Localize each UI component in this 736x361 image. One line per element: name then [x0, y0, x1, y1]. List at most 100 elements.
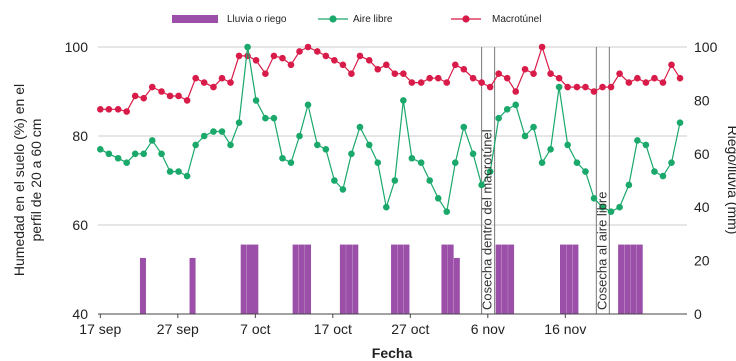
rain-bar: [618, 244, 625, 314]
rain-bar: [453, 257, 460, 314]
data-point: [495, 114, 502, 122]
data-point: [183, 172, 191, 180]
rain-bar: [508, 244, 515, 314]
data-point: [503, 106, 511, 113]
data-point: [642, 79, 650, 86]
data-point: [512, 88, 520, 95]
data-point: [123, 108, 130, 115]
line-series: [97, 43, 684, 215]
data-point: [322, 146, 330, 153]
data-point: [166, 92, 174, 100]
tick-labels: 40 60 80 100 0 20 40 60 80 100 17 sep 27 sep 7 oct 17…: [65, 39, 718, 337]
data-point: [158, 150, 165, 158]
data-point: [659, 79, 667, 86]
data-point: [356, 52, 364, 60]
y-right-tick-label: 80: [694, 92, 710, 108]
data-point: [530, 123, 537, 131]
x-tick-label: 6 nov: [471, 321, 505, 337]
rain-bar: [346, 244, 353, 314]
data-point: [183, 97, 191, 104]
data-point: [408, 79, 416, 86]
annotation-macrotunel-harvest: Cosecha dentro del macrotúnel: [480, 129, 495, 310]
data-point: [140, 94, 148, 102]
data-point: [365, 141, 373, 149]
x-tick-label: 17 sep: [79, 321, 121, 337]
data-point: [400, 70, 407, 77]
data-point: [495, 70, 502, 77]
data-point: [140, 150, 148, 158]
data-point: [105, 106, 113, 113]
data-point: [512, 101, 520, 109]
x-tick-label: 27 oct: [391, 321, 429, 337]
y-right-tick-label: 100: [694, 39, 718, 55]
series-line: [100, 46, 681, 214]
data-point: [555, 83, 563, 91]
gridlines: [98, 46, 687, 226]
data-point: [322, 52, 330, 60]
data-point: [365, 57, 373, 64]
data-point: [659, 172, 667, 180]
x-axis-label: Fecha: [372, 345, 413, 361]
data-point: [616, 203, 623, 211]
data-point: [417, 79, 425, 86]
data-point: [676, 74, 684, 82]
data-point: [607, 208, 615, 215]
data-point: [97, 146, 104, 153]
data-point: [175, 92, 182, 100]
legend-macro-label: Macrotúnel: [492, 14, 541, 25]
data-point: [651, 168, 658, 175]
data-point: [270, 114, 278, 122]
data-point: [158, 88, 165, 95]
rain-bar: [624, 244, 631, 314]
data-point: [200, 79, 208, 86]
data-point: [296, 48, 303, 55]
data-point: [391, 70, 399, 77]
data-point: [460, 65, 468, 73]
legend: Lluvia o riego Aire libre Macrotúnel: [172, 14, 541, 25]
data-point: [555, 74, 563, 82]
data-point: [478, 181, 485, 189]
data-point: [235, 119, 243, 126]
data-point: [252, 97, 260, 104]
data-point: [383, 61, 390, 69]
data-point: [668, 61, 675, 69]
data-point: [356, 123, 364, 131]
y-right-axis-label: Riego/lluvia (mm): [725, 126, 736, 235]
data-point: [426, 74, 434, 82]
data-point: [426, 177, 434, 184]
data-point: [451, 159, 459, 166]
rain-bar: [636, 244, 643, 314]
data-point: [582, 83, 589, 91]
rain-bar: [501, 244, 508, 314]
data-point: [296, 132, 303, 140]
data-point: [642, 141, 650, 149]
data-point: [348, 150, 355, 158]
data-point: [538, 43, 546, 51]
data-point: [339, 186, 347, 193]
data-point: [304, 43, 312, 51]
y-right-tick-label: 60: [694, 146, 710, 162]
rain-bar: [403, 244, 410, 314]
data-point: [227, 141, 234, 149]
data-point: [590, 195, 598, 202]
data-point: [469, 74, 477, 82]
data-point: [131, 150, 139, 158]
data-point: [287, 159, 295, 166]
legend-bar-label: Lluvia o riego: [227, 14, 287, 25]
rain-bar: [189, 257, 196, 314]
data-point: [287, 61, 295, 69]
data-point: [547, 70, 554, 77]
data-point: [547, 146, 554, 153]
data-point: [227, 79, 234, 86]
data-point: [486, 83, 494, 91]
data-point: [400, 97, 407, 104]
y-left-axis-label-line2: perfil de 20 a 60 cm: [28, 119, 44, 242]
data-point: [478, 79, 485, 86]
data-point: [262, 70, 269, 77]
data-point: [210, 83, 217, 91]
data-point: [451, 61, 459, 69]
data-point: [374, 65, 382, 73]
data-point: [443, 208, 451, 215]
rain-bar: [352, 244, 359, 314]
data-point: [651, 74, 658, 82]
